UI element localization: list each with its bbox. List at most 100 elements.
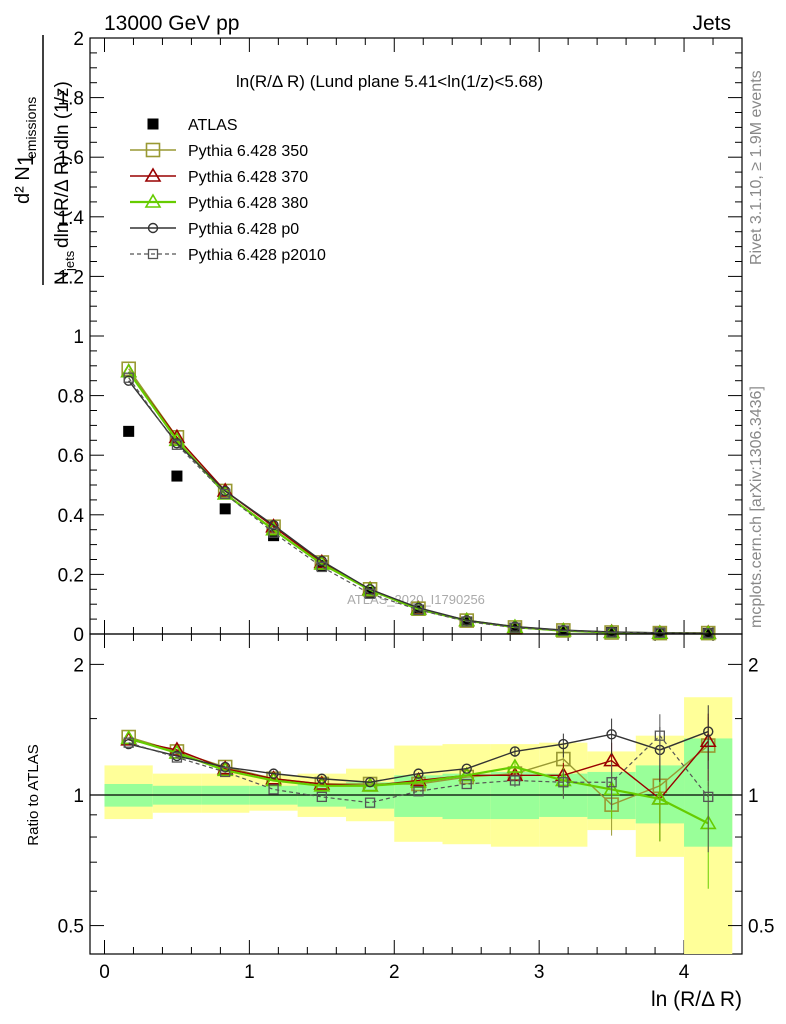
y-tick-label: 0.6 xyxy=(58,446,84,467)
ratio-point xyxy=(558,777,569,788)
y-tick-label: 1.8 xyxy=(58,89,84,110)
rivet-label: Rivet 3.1.10, ≥ 1.9M events xyxy=(748,70,765,265)
ratio-point xyxy=(171,752,183,763)
ratio-point xyxy=(268,784,279,795)
uncertainty-band-green xyxy=(442,773,491,820)
atlas-data-point xyxy=(268,530,280,542)
mc-point xyxy=(220,488,231,500)
x-axis-label: ln (R/Δ R) xyxy=(651,988,742,1011)
mc-point xyxy=(364,588,376,599)
legend-marker xyxy=(145,142,161,158)
ratio-point xyxy=(458,766,476,782)
ratio-y-tick-label: 1 xyxy=(73,786,84,807)
ratio-point xyxy=(413,768,424,779)
ratio-frame xyxy=(89,633,743,955)
y-tick-label: 0.4 xyxy=(58,506,85,527)
mc-point xyxy=(509,622,521,633)
legend-title: ln(R/Δ R) (Lund plane 5.41<ln(1/z)<5.68) xyxy=(236,72,543,91)
ratio-point xyxy=(606,777,617,788)
mcplots-label: mcplots.cern.ch [arXiv:1306.3436] xyxy=(748,386,765,628)
ratio-y-tick-label: 0.5 xyxy=(748,917,774,938)
main-y-axis-label: 1 d² N emissions N jets dln (R/Δ R) dln … xyxy=(12,35,77,285)
ratio-point xyxy=(364,797,376,808)
atlas-data-point xyxy=(171,470,183,482)
ratio-point xyxy=(506,758,524,773)
ratio-point xyxy=(410,771,427,787)
legend-label: Pythia 6.428 350 xyxy=(188,143,308,160)
y-tick-label: 1.2 xyxy=(58,267,84,288)
y-tick-label: 1.6 xyxy=(58,148,84,169)
y-tick-label: 0 xyxy=(73,625,84,646)
mc-point xyxy=(461,616,472,627)
y-tick-label: 0.2 xyxy=(58,565,84,586)
ratio-point xyxy=(509,775,521,786)
ratio-point xyxy=(316,791,327,803)
mc-point xyxy=(121,361,136,377)
x-tick-label: 2 xyxy=(389,962,400,983)
legend-marker xyxy=(144,193,162,208)
ratio-point xyxy=(168,741,186,756)
header-left: 13000 GeV pp xyxy=(104,12,239,35)
ratio-point xyxy=(268,768,279,779)
ratio-plot: 0 1 2 3 4 0.5 0.5 1 1 2 2 xyxy=(58,633,774,983)
y-tick-label: 1.4 xyxy=(58,208,85,229)
mc-point xyxy=(171,439,183,450)
series-line xyxy=(128,377,709,635)
mc-point xyxy=(413,604,424,616)
ratio-y-tick-label: 2 xyxy=(748,655,759,676)
watermark: ATLAS_2020_I1790256 xyxy=(347,592,485,607)
ratio-point xyxy=(313,775,331,790)
atlas-data-point xyxy=(123,425,135,437)
mc-point xyxy=(316,555,328,567)
x-tick-label: 1 xyxy=(244,962,255,983)
svg-text:N: N xyxy=(52,271,73,285)
svg-text:d² N: d² N xyxy=(12,166,34,204)
ratio-point xyxy=(703,791,714,803)
mc-point xyxy=(316,561,327,573)
x-tick-label: 0 xyxy=(99,962,110,983)
legend: ATLAS Pythia 6.428 350 Pythia 6.428 370 Pyt… xyxy=(130,117,326,264)
series-line xyxy=(128,380,709,634)
ratio-point xyxy=(123,737,134,748)
mc-point xyxy=(606,627,617,638)
ratio-point xyxy=(509,746,521,757)
ratio-point xyxy=(265,770,282,785)
mc-point xyxy=(265,518,282,533)
legend-marker xyxy=(147,118,159,130)
legend-label: Pythia 6.428 p0 xyxy=(188,221,299,238)
svg-text:jets: jets xyxy=(62,250,77,272)
atlas-data-point xyxy=(219,503,231,515)
mc-point xyxy=(123,372,134,383)
x-tick-label: 4 xyxy=(679,962,690,983)
mc-point xyxy=(558,625,569,636)
svg-text:dln (R/Δ R) dln (1/z): dln (R/Δ R) dln (1/z) xyxy=(52,81,73,248)
y-tick-label: 2 xyxy=(73,29,84,50)
ratio-point xyxy=(120,729,138,745)
x-tick-label: 3 xyxy=(534,962,545,983)
mc-point xyxy=(268,520,279,531)
ratio-point xyxy=(316,773,328,784)
legend-marker xyxy=(147,222,159,234)
ratio-point xyxy=(461,778,472,790)
ratio-point xyxy=(651,790,669,805)
ratio-y-tick-label: 0.5 xyxy=(58,917,84,938)
y-tick-label: 1 xyxy=(73,327,84,348)
ratio-point xyxy=(364,777,376,788)
ratio-point xyxy=(606,729,617,740)
legend-marker xyxy=(144,167,162,182)
ratio-point xyxy=(313,777,331,792)
ratio-y-tick-label: 1 xyxy=(748,786,759,807)
ratio-point xyxy=(461,763,472,774)
ratio-y-tick-label: 2 xyxy=(73,655,84,676)
legend-label: Pythia 6.428 370 xyxy=(188,169,308,186)
ratio-point xyxy=(654,730,665,741)
header-right: Jets xyxy=(692,12,731,35)
atlas-data-point xyxy=(364,586,376,598)
legend-label: Pythia 6.428 p2010 xyxy=(188,247,326,264)
ratio-point xyxy=(220,766,231,778)
mc-point xyxy=(654,627,665,638)
legend-marker xyxy=(147,248,159,260)
svg-text:1: 1 xyxy=(13,154,38,166)
svg-text:emissions: emissions xyxy=(23,97,39,159)
